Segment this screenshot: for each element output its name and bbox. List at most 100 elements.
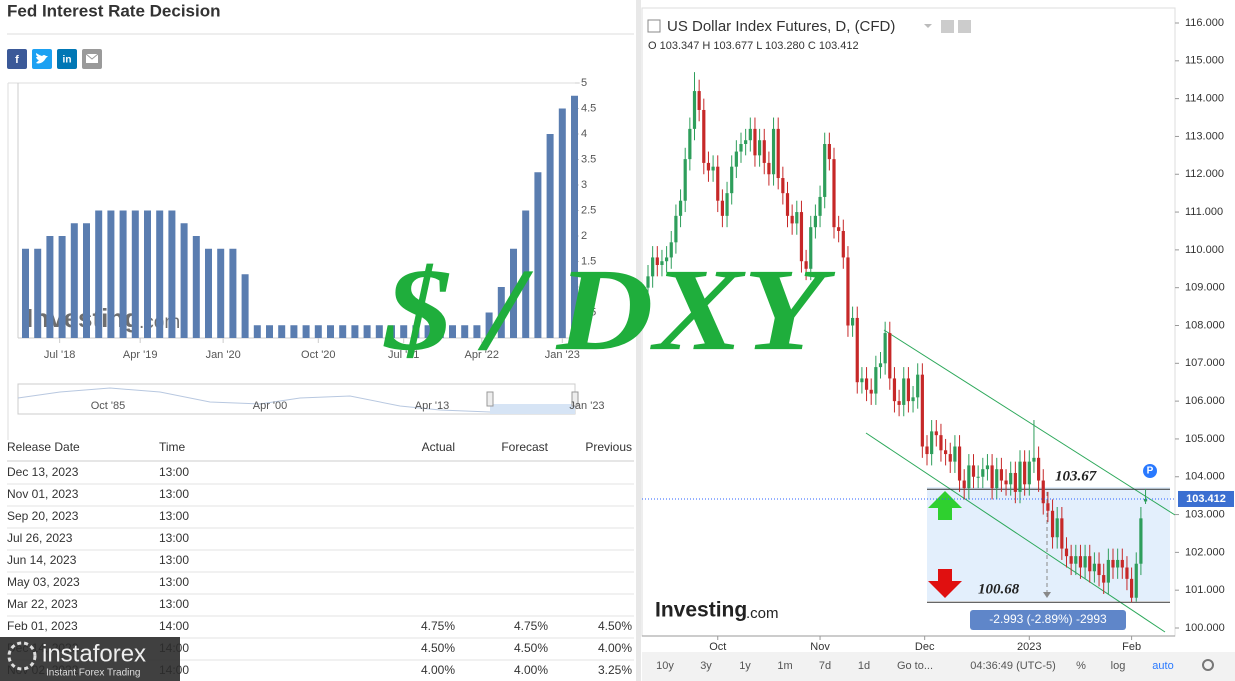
navigator-handle[interactable] xyxy=(571,391,579,407)
table-cell: 13:00 xyxy=(159,575,189,589)
table-cell: Mar 22, 2023 xyxy=(7,597,78,611)
bar xyxy=(83,223,90,338)
candle-body xyxy=(1088,556,1092,572)
share-linkedin[interactable] xyxy=(57,49,77,69)
level-label: 103.67 xyxy=(1055,469,1097,485)
candle-body xyxy=(651,257,655,277)
table-header: Actual xyxy=(422,440,455,454)
candle-body xyxy=(957,446,962,481)
candle-body xyxy=(911,397,915,402)
y-tick-label: 2.5 xyxy=(581,204,596,216)
toolbar-item[interactable]: log xyxy=(1111,660,1126,672)
x-tick-label: Apr '22 xyxy=(465,349,500,361)
toolbar-item[interactable]: 3y xyxy=(700,660,712,672)
candle-body xyxy=(888,333,892,379)
icon[interactable] xyxy=(958,20,971,33)
table-cell: 14:00 xyxy=(159,619,189,633)
candle-body xyxy=(944,450,948,455)
y-tick-label: 3 xyxy=(581,179,587,191)
navigator-range xyxy=(490,404,575,414)
bar xyxy=(46,236,54,338)
measure-label: -2.993 (-2.89%) -2993 xyxy=(989,612,1107,626)
candle-body xyxy=(1004,480,1008,485)
candle-body xyxy=(655,257,659,265)
bar xyxy=(351,325,359,338)
candle-body xyxy=(1102,575,1106,583)
y-tick-label: 108.000 xyxy=(1185,319,1225,331)
table-cell: Dec 13, 2023 xyxy=(7,465,79,479)
y-tick-label: 100.000 xyxy=(1185,622,1225,634)
watermark-brand: instaforex xyxy=(42,640,146,667)
candle-body xyxy=(851,317,855,326)
toolbar xyxy=(642,652,1235,681)
icon[interactable] xyxy=(941,20,954,33)
bar xyxy=(412,325,420,338)
toolbar-item[interactable]: 1m xyxy=(777,660,792,672)
candle-body xyxy=(781,178,785,194)
navigator-handle[interactable] xyxy=(486,391,494,407)
candle-body xyxy=(1092,563,1096,572)
marker xyxy=(1143,464,1157,478)
y-tick-label: 114.000 xyxy=(1185,93,1224,105)
candle-body xyxy=(1116,559,1120,568)
dropdown[interactable] xyxy=(924,24,932,28)
candle-body xyxy=(827,144,831,160)
y-tick-label: 3.5 xyxy=(581,153,596,165)
toolbar-item[interactable]: 1y xyxy=(739,660,751,672)
table-cell: 13:00 xyxy=(159,487,189,501)
candle-body xyxy=(878,363,883,368)
bar xyxy=(375,325,383,338)
channel-line xyxy=(865,432,1166,633)
y-tick-label: 106.000 xyxy=(1185,395,1225,407)
bar xyxy=(107,210,115,338)
candle-body xyxy=(995,469,999,489)
bar xyxy=(217,248,225,338)
x-tick-label: Jan '23 xyxy=(545,349,580,361)
collapse-icon[interactable] xyxy=(647,19,661,33)
share-label: f xyxy=(15,54,19,66)
bar xyxy=(156,210,164,338)
logo-suffix: .com xyxy=(746,605,779,622)
candle-body xyxy=(683,159,687,201)
share-facebook[interactable] xyxy=(7,49,27,69)
toolbar-item[interactable]: 7d xyxy=(819,660,831,672)
toolbar-item[interactable]: % xyxy=(1076,660,1086,672)
toolbar-item[interactable]: Go to... xyxy=(897,660,933,672)
share-label: in xyxy=(63,55,72,66)
candle-body xyxy=(1046,503,1050,511)
x-tick-label: Apr '19 xyxy=(123,349,158,361)
bar xyxy=(546,134,554,338)
y-tick-label: 111.000 xyxy=(1185,206,1223,218)
candle-body xyxy=(934,431,938,436)
navigator-label: Apr '00 xyxy=(253,400,288,412)
candle-body xyxy=(985,465,990,470)
toolbar-item[interactable]: 1d xyxy=(858,660,870,672)
toolbar-item[interactable]: auto xyxy=(1152,660,1173,672)
candle-body xyxy=(1078,556,1083,568)
settings-icon[interactable] xyxy=(1202,659,1214,671)
measure-arrow xyxy=(1043,592,1051,598)
table-cell: Feb 01, 2023 xyxy=(7,619,78,633)
y-tick-label: 0 xyxy=(581,332,587,344)
candle-body xyxy=(823,144,827,197)
table-cell: 13:00 xyxy=(159,553,189,567)
candle-body xyxy=(869,389,873,394)
twitter-icon xyxy=(36,53,48,64)
bar xyxy=(522,210,530,338)
y-tick-label: 101.000 xyxy=(1185,584,1225,596)
bar xyxy=(58,236,66,338)
x-tick-label: Dec xyxy=(915,641,935,653)
candle-body xyxy=(762,140,766,163)
bar xyxy=(205,248,212,338)
bar xyxy=(180,223,188,338)
table-cell: 4.75% xyxy=(514,619,548,633)
candle-body xyxy=(1027,461,1031,485)
bar xyxy=(571,95,578,338)
candle-body xyxy=(771,128,776,175)
candle-body xyxy=(971,465,976,477)
candle-body xyxy=(906,378,910,402)
candle-body xyxy=(1018,461,1022,492)
toolbar-item[interactable]: 10y xyxy=(656,660,674,672)
chart-frame xyxy=(7,82,580,440)
candle-body xyxy=(916,374,920,398)
